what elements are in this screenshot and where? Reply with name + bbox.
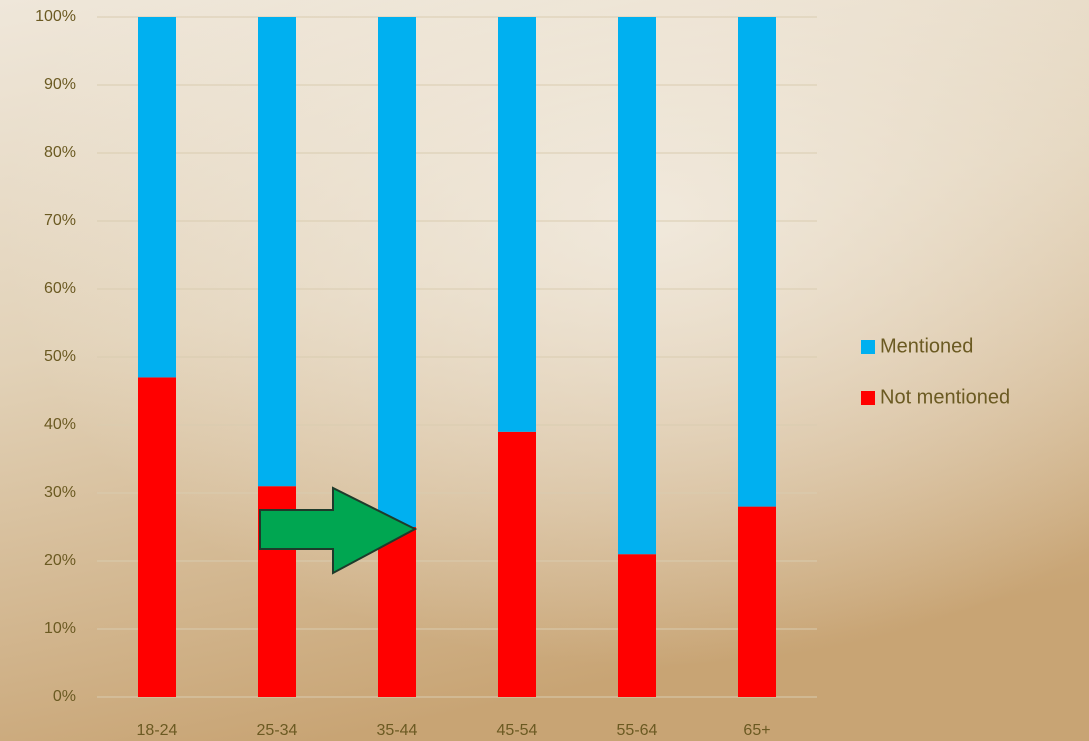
bar-segment [258, 17, 296, 487]
y-tick-label: 0% [53, 688, 76, 705]
y-tick-label: 80% [44, 144, 76, 161]
y-tick-label: 30% [44, 484, 76, 501]
bar-segment [378, 527, 416, 697]
bar-segment [738, 17, 776, 507]
y-tick-label: 60% [44, 280, 76, 297]
bar-segment [738, 506, 776, 697]
legend-text: Mentioned [880, 335, 973, 357]
bar-segment [618, 554, 656, 697]
x-tick-label: 25-34 [257, 722, 298, 739]
bar-segment [618, 17, 656, 555]
bar-segment [378, 17, 416, 527]
y-tick-label: 40% [44, 416, 76, 433]
legend-swatch [861, 391, 875, 405]
bar-segment [498, 17, 536, 432]
x-tick-label: 45-54 [497, 722, 538, 739]
legend-swatch [861, 340, 875, 354]
y-tick-label: 20% [44, 552, 76, 569]
y-tick-label: 100% [35, 8, 76, 25]
x-tick-label: 65+ [743, 722, 770, 739]
y-tick-label: 70% [44, 212, 76, 229]
bar-segment [138, 17, 176, 378]
bar-segment [138, 377, 176, 697]
y-tick-label: 90% [44, 76, 76, 93]
legend-text: Not mentioned [880, 386, 1010, 408]
x-tick-label: 35-44 [377, 722, 418, 739]
x-tick-label: 18-24 [137, 722, 178, 739]
annotation-arrow [259, 486, 418, 575]
y-tick-label: 10% [44, 620, 76, 637]
x-tick-label: 55-64 [617, 722, 658, 739]
bar-segment [498, 431, 536, 697]
y-tick-label: 50% [44, 348, 76, 365]
